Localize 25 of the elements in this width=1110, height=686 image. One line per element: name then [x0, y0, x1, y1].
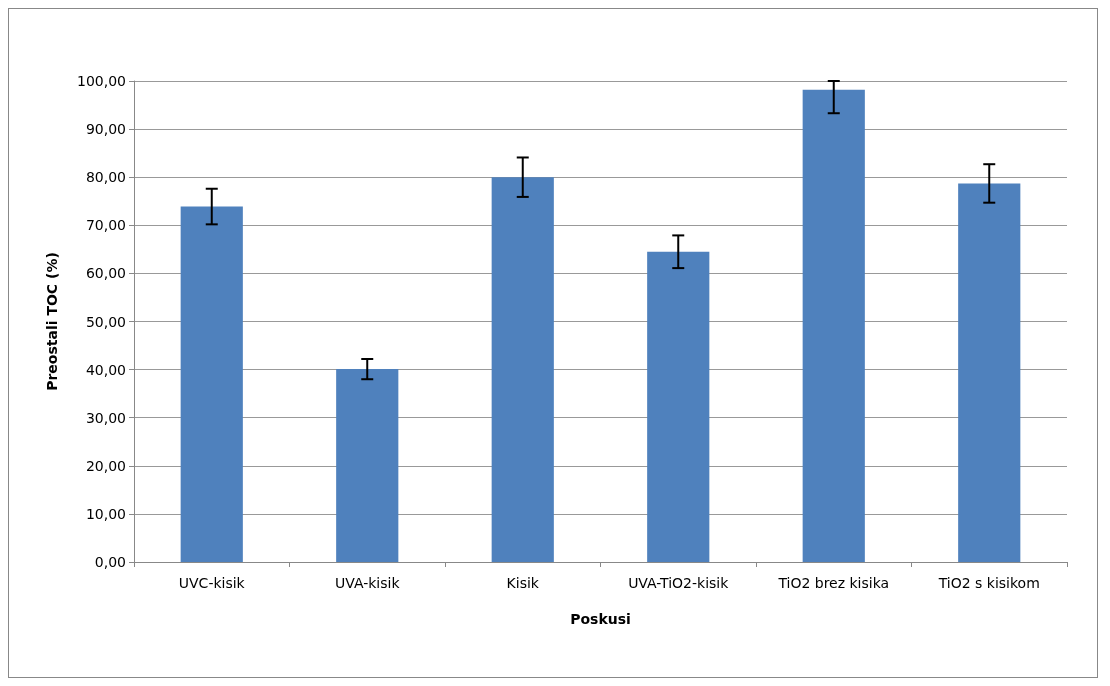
bar	[802, 89, 865, 562]
bar	[958, 183, 1021, 562]
bar	[336, 369, 399, 562]
bar	[647, 251, 710, 562]
x-tick-label: UVA-kisik	[334, 575, 401, 591]
y-tick-label: 20,00	[85, 457, 126, 474]
y-tick-label: 40,00	[85, 361, 126, 378]
y-axis-title: Preostali TOC (%)	[44, 252, 60, 391]
y-tick-label: 100,00	[77, 73, 126, 89]
x-tick-label: UVA-TiO2-kisik	[628, 575, 730, 591]
bar	[180, 206, 243, 562]
y-tick-label: 0,00	[94, 554, 126, 570]
x-tick-label: Kisik	[506, 575, 540, 591]
y-tick-label: 30,00	[85, 409, 126, 426]
x-axis-title: Poskusi	[570, 611, 631, 627]
y-tick-label: 50,00	[85, 313, 126, 330]
bar	[491, 177, 554, 562]
x-tick-label: TiO2 brez kisika	[777, 575, 890, 591]
y-tick-label: 70,00	[85, 217, 126, 234]
x-tick-label: UVC-kisik	[178, 575, 246, 591]
y-tick-label: 60,00	[85, 265, 126, 282]
y-tick-label: 10,00	[85, 505, 126, 522]
y-tick-label: 90,00	[85, 121, 126, 138]
x-tick-label: TiO2 s kisikom	[937, 575, 1040, 591]
y-tick-label: 80,00	[85, 169, 126, 186]
